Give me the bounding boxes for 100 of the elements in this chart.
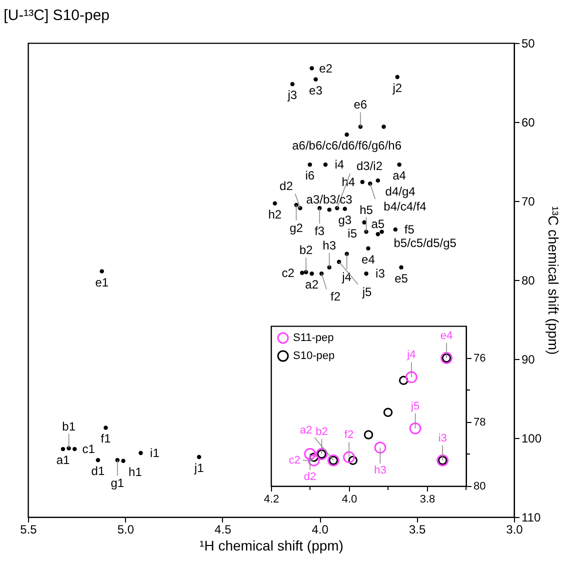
annotation: h1 [128,464,142,479]
annotation: j4 [341,270,352,284]
x-tick-label: 4.0 [342,494,358,506]
annotation: a1 [56,453,70,468]
point [96,458,100,462]
point [300,270,304,276]
annotation: c2 [288,454,300,466]
point [343,451,355,464]
annotation: c2 [282,266,295,280]
legend-label: S11-pep [293,332,334,344]
annotation: d2 [280,179,294,194]
point [310,272,314,276]
point [66,446,71,450]
annotation: b4/c4/f4 [384,200,427,214]
annotation: h5 [360,202,374,217]
x-tick-label: 3.5 [408,522,426,536]
annotation: h3 [374,464,386,477]
point [294,202,298,208]
y-tick-label: 78 [474,416,486,428]
x-tick-label: 3.8 [420,494,436,506]
point [362,220,366,224]
annotation: i6 [305,168,315,183]
point [364,230,368,234]
point [308,454,320,466]
point [344,252,349,256]
annotation: i3 [438,432,447,444]
x-axis-title: ¹H chemical shift (ppm) [200,538,344,554]
annotation: e1 [95,275,109,290]
y-tick-label: 90 [522,352,536,366]
point [380,230,384,234]
point [342,206,347,212]
annotation: e2 [319,61,333,76]
annotation: a6/b6/c6/d6/f6/g6/h6 [292,138,402,153]
y-tick-label: 50 [522,36,536,50]
point [196,454,202,460]
point [308,162,312,167]
point [374,442,386,454]
annotation: e4 [362,252,376,266]
annotation: d1 [91,464,105,478]
annotation: f5 [404,222,415,236]
point [366,246,370,251]
point [60,446,66,452]
annotation: e4 [440,330,453,342]
annotation: j2 [392,80,402,95]
annotation: f3 [314,224,325,238]
annotation: h4 [342,175,356,190]
point [138,450,143,456]
annotation: e6 [354,98,368,112]
annotation: h2 [268,207,282,222]
annotation: i3 [376,266,386,281]
point [100,269,104,274]
x-tick-label: 5.5 [20,522,38,536]
legend-label: S10-pep [293,350,335,362]
annotation: b2 [316,426,328,438]
point [327,208,332,212]
annotation: j4 [406,349,416,362]
y-tick-label: 60 [522,116,536,130]
annotation: d4/g4 [385,184,416,198]
point [382,124,386,129]
point [397,162,402,167]
annotation: c1 [82,442,96,456]
annotation: b1 [62,419,76,434]
annotation: f1 [100,432,112,446]
annotation: b5/c5/d5/g5 [394,236,457,250]
annotation: i4 [334,158,344,172]
annotation: d3/i2 [356,159,383,174]
annotation: a5 [371,217,385,232]
point [364,430,374,440]
annotation: g2 [290,220,304,235]
point [399,265,404,270]
point [376,232,380,236]
point [376,178,380,183]
point [360,180,364,184]
annotation: a3/b3/c3 [306,192,353,207]
annotation: a4 [392,168,406,183]
x-tick-label: 4.2 [264,494,280,506]
point [383,408,393,418]
point [304,448,316,460]
point [290,82,295,86]
chart-title: [U-¹³C] S10-pep [4,7,110,24]
point [395,74,400,80]
y-tick-label: 80 [522,274,536,288]
annotation: g3 [338,212,352,227]
y-tick-label: 76 [474,352,486,364]
annotation: f2 [344,429,354,442]
x-tick-label: 4.5 [214,522,232,536]
point [309,452,319,462]
x-tick-label: 3.0 [506,522,524,536]
point [398,376,408,386]
point [405,371,418,384]
point [104,426,108,430]
annotation: i5 [348,226,358,240]
annotation: i1 [150,446,160,460]
annotation: a2 [305,278,319,292]
annotation: a2 [300,424,312,436]
point [121,458,126,464]
point [72,446,77,452]
point [364,272,368,276]
annotation: j3 [286,88,298,102]
annotation: h3 [322,238,336,252]
